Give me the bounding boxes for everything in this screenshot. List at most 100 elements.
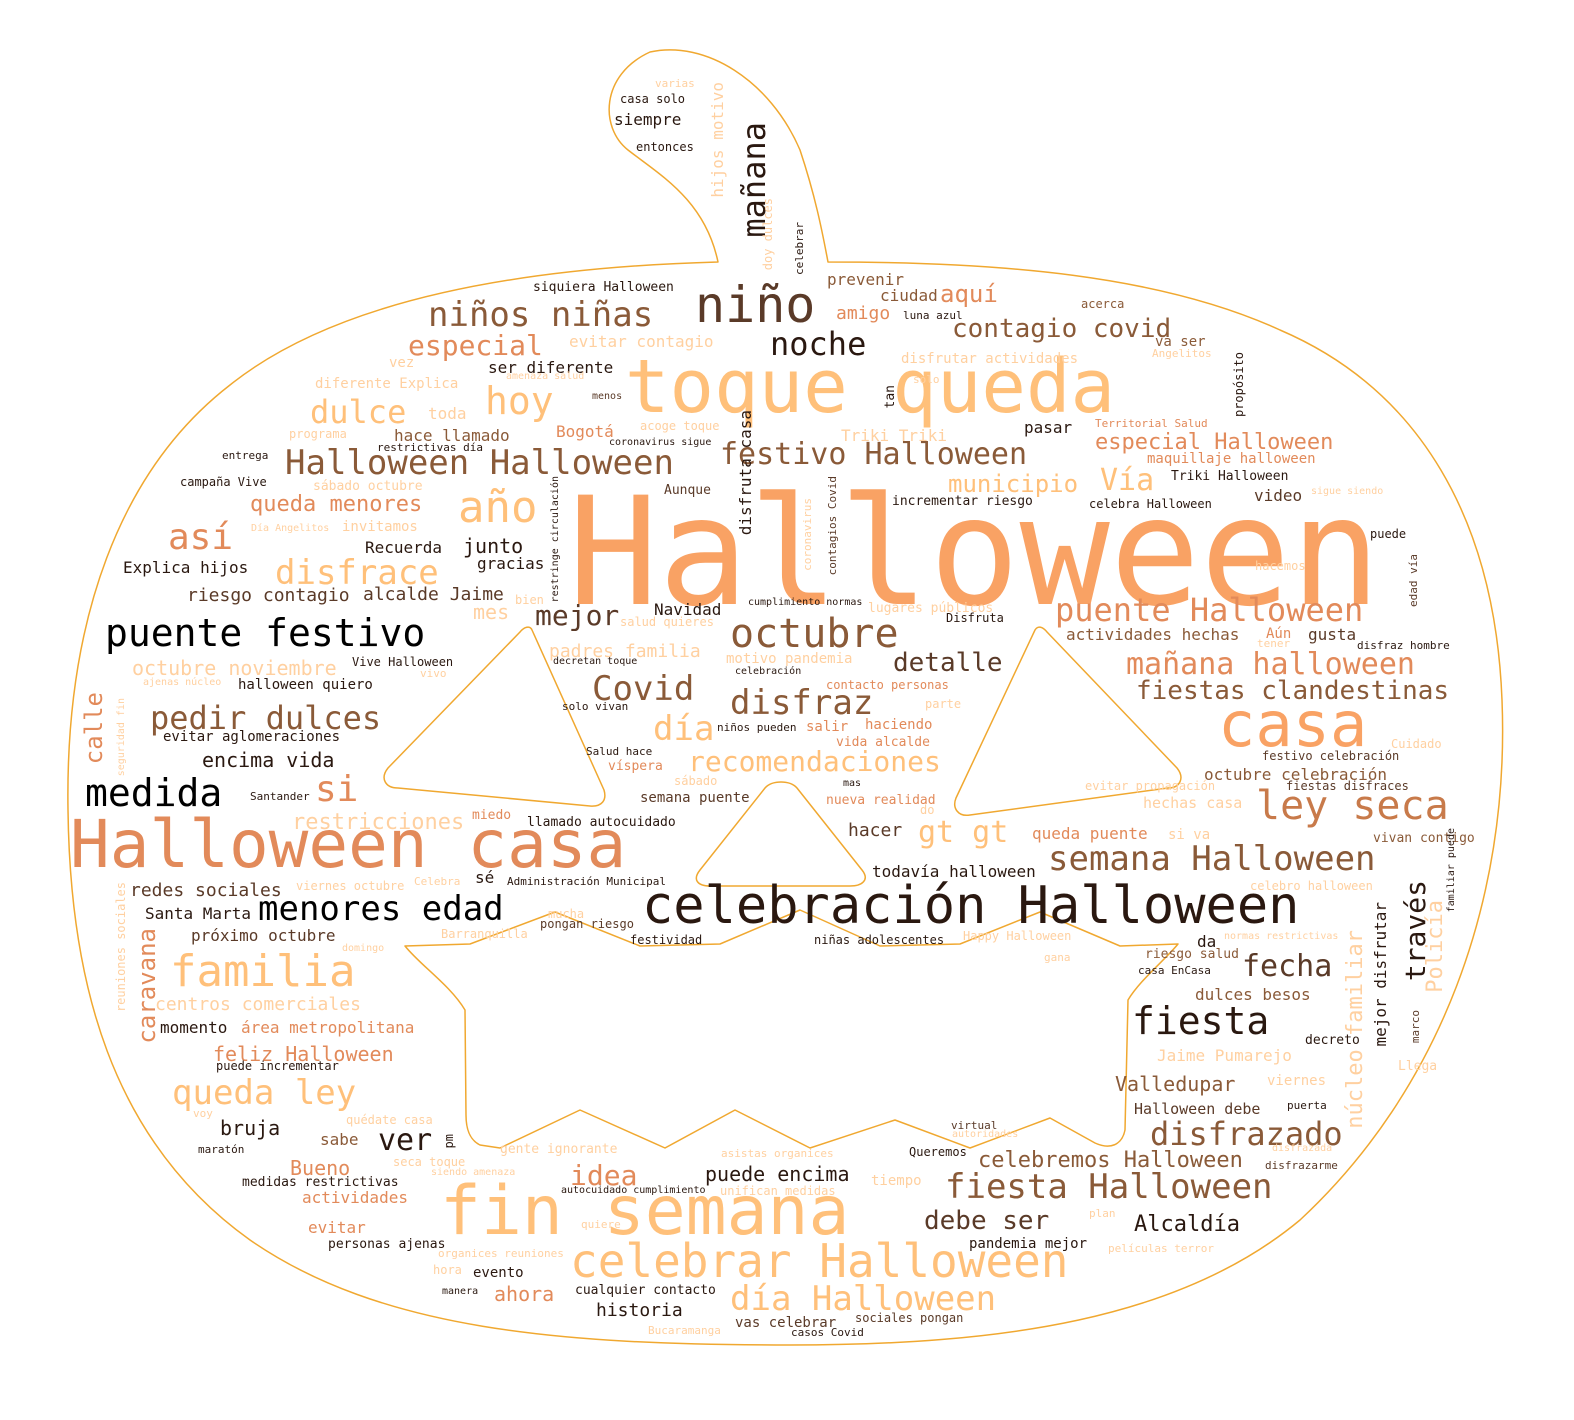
- cloud-word: festivo Halloween: [720, 437, 1028, 472]
- cloud-word: noche: [770, 325, 867, 363]
- cloud-word: decreto: [1305, 1033, 1360, 1048]
- cloud-word: celebración: [735, 666, 802, 677]
- cloud-word: autocuidado cumplimiento: [561, 1185, 706, 1196]
- cloud-word: acerca: [1081, 297, 1125, 311]
- cloud-word: pedir dulces: [150, 699, 382, 737]
- mouth-shape: [404, 909, 1179, 1149]
- cloud-word: medidas restrictivas: [242, 1175, 399, 1190]
- cloud-word: propósito: [1232, 352, 1246, 418]
- nose-shape: [695, 781, 866, 887]
- cloud-word: Bueno: [290, 1156, 351, 1180]
- cloud-word: disfrutar actividades: [901, 351, 1079, 367]
- cloud-word: vez: [389, 355, 415, 371]
- cloud-word: queda puente: [1032, 824, 1148, 843]
- cloud-word: Aún: [1266, 626, 1292, 642]
- cloud-word: Navidad: [654, 600, 722, 619]
- cloud-word: casa EnCasa: [1138, 964, 1211, 977]
- cloud-word: todavía halloween: [872, 862, 1036, 881]
- pumpkin-body-shape: [67, 49, 1504, 1346]
- cloud-word: decretan toque: [553, 656, 638, 667]
- cloud-word: recomendaciones: [688, 745, 941, 778]
- cloud-word: Cuidado: [1391, 737, 1442, 751]
- cloud-word: año: [458, 482, 538, 533]
- cloud-word: gente ignorante: [500, 1142, 618, 1157]
- cloud-word: octubre noviembre: [132, 656, 337, 680]
- cloud-word: padres familia: [549, 641, 701, 662]
- cloud-word: Vive Halloween: [352, 655, 454, 669]
- cloud-word: Bogotá: [556, 422, 614, 441]
- cloud-word: momento: [160, 1018, 228, 1037]
- cloud-word: coronavirus sigue: [609, 437, 712, 448]
- cloud-word: luna azul: [903, 309, 963, 322]
- cloud-word: puente Halloween: [1055, 591, 1364, 629]
- cloud-word: así: [168, 517, 234, 558]
- cloud-word: mes: [473, 600, 510, 624]
- cloud-word: festividad: [630, 933, 703, 947]
- cloud-word: gusta: [1308, 625, 1357, 644]
- cloud-word: personas ajenas: [328, 1237, 446, 1252]
- cloud-word: evitar contagio: [569, 332, 714, 351]
- cloud-word: bien: [515, 593, 544, 607]
- cloud-word: caravana: [133, 928, 161, 1044]
- cloud-word: feliz Halloween: [213, 1042, 394, 1066]
- cloud-word: día Halloween: [730, 1279, 997, 1319]
- cloud-word: octubre celebración: [1204, 765, 1388, 784]
- cloud-word: núcleo familiar: [1343, 930, 1368, 1129]
- cloud-word: salir: [806, 719, 849, 735]
- cloud-word: toque queda: [625, 344, 1116, 430]
- cloud-word: mejor: [535, 599, 620, 632]
- cloud-word: restrictivas día: [377, 441, 483, 454]
- cloud-word: familiar puede: [1446, 828, 1457, 913]
- cloud-word: vivo: [420, 667, 447, 680]
- cloud-word: Halloween debe: [1134, 1100, 1261, 1118]
- cloud-word: disfrace: [275, 553, 439, 593]
- cloud-word: menos: [592, 391, 623, 402]
- cloud-word: gracias: [477, 554, 545, 573]
- cloud-word: sábado octubre: [313, 479, 423, 494]
- cloud-word: niñas adolescentes: [814, 933, 945, 947]
- cloud-word: especial Halloween: [1095, 430, 1334, 455]
- cloud-word: Vía: [1100, 463, 1155, 498]
- cloud-word: semana puente: [640, 790, 750, 806]
- cloud-word: redes sociales: [130, 880, 282, 901]
- cloud-word: municipio: [948, 470, 1079, 498]
- cloud-word: mas: [843, 778, 862, 789]
- cloud-word: Valledupar: [1115, 1072, 1236, 1096]
- cloud-word: disfruta casa: [736, 410, 755, 536]
- cloud-word: contagios Covid: [826, 476, 839, 576]
- cloud-word: casos Covid: [791, 1326, 864, 1339]
- cloud-word: entonces: [636, 140, 694, 154]
- cloud-word: evento: [473, 1265, 524, 1281]
- cloud-word: actividades hechas: [1066, 625, 1240, 644]
- cloud-word: actividades: [302, 1188, 408, 1207]
- cloud-word: puede: [1370, 527, 1407, 541]
- cloud-word: hacer: [848, 820, 903, 841]
- cloud-word: prevenir: [827, 270, 905, 289]
- cloud-word: mañana halloween: [1126, 647, 1415, 682]
- cloud-word: puede encima: [705, 1162, 850, 1186]
- cloud-word: seguridad fin: [116, 698, 127, 777]
- cloud-word: invitamos: [342, 519, 418, 535]
- cloud-word: dulce: [310, 393, 407, 431]
- cloud-word: hechas casa: [1143, 794, 1243, 812]
- cloud-word: celebremos Halloween: [978, 1148, 1243, 1173]
- cloud-word: Angelitos: [1152, 347, 1212, 360]
- cloud-word: pm: [442, 1134, 456, 1149]
- cloud-word: puente festivo: [105, 611, 426, 655]
- cloud-word: quédate casa: [346, 1113, 433, 1127]
- cloud-word: Celebra: [414, 875, 461, 888]
- cloud-word: gt gt: [918, 815, 1009, 850]
- cloud-word: festivo celebración: [1262, 749, 1400, 763]
- cloud-word: medida: [85, 771, 223, 815]
- cloud-word: Queremos: [909, 1145, 967, 1159]
- cloud-word: Halloween Halloween: [285, 443, 674, 483]
- cloud-word: asistas organices: [721, 1147, 834, 1160]
- cloud-word: llamado autocuidado: [527, 815, 676, 830]
- cloud-word: seca toque: [393, 1155, 466, 1169]
- cloud-word: programa: [289, 427, 347, 441]
- cloud-word: autoridades: [952, 1129, 1019, 1140]
- cloud-word: cualquier contacto: [575, 1283, 716, 1298]
- cloud-word: celebración Halloween: [642, 876, 1300, 936]
- cloud-word: detalle: [893, 648, 1003, 678]
- cloud-word: contacto personas: [826, 678, 949, 692]
